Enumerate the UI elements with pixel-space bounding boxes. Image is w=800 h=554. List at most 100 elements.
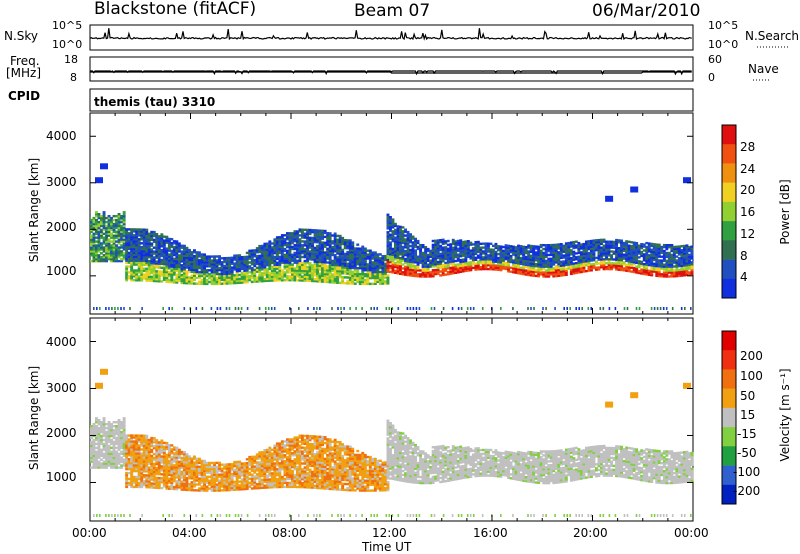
- power-cell: [690, 265, 694, 268]
- power-cell: [670, 255, 674, 259]
- power-cell: [115, 244, 118, 247]
- power-cell: [381, 262, 385, 266]
- power-cell: [361, 247, 365, 250]
- power-cell: [512, 245, 515, 248]
- velocity-cell: [167, 461, 171, 465]
- power-cell: [328, 281, 332, 284]
- power-cell: [451, 258, 455, 261]
- velocity-cell: [120, 444, 124, 448]
- power-cell: [419, 255, 422, 258]
- power-cell: [567, 243, 571, 247]
- power-cell: [376, 307, 378, 310]
- power-cell: [524, 271, 528, 274]
- velocity-cell: [170, 477, 174, 481]
- power-cell: [147, 259, 151, 263]
- velocity-cell: [112, 444, 116, 448]
- power-cell: [115, 240, 118, 243]
- power-cell: [208, 255, 211, 258]
- power-cell: [313, 278, 317, 281]
- power-cell: [690, 272, 694, 276]
- power-cell: [351, 241, 355, 244]
- power-cell: [461, 258, 465, 261]
- power-cell: [172, 253, 176, 257]
- velocity-cell: [115, 428, 118, 432]
- velocity-cell: [140, 444, 144, 447]
- velocity-cell: [125, 440, 129, 443]
- velocity-cell: [170, 464, 174, 467]
- velocity-cell: [145, 486, 149, 489]
- power-cell: [102, 238, 106, 241]
- power-cell: [373, 251, 377, 254]
- power-cell: [157, 272, 161, 275]
- power-cell: [459, 239, 463, 242]
- power-cell: [479, 248, 483, 251]
- power-cell: [170, 267, 174, 270]
- power-cell: [479, 260, 483, 263]
- power-cell: [200, 257, 204, 260]
- velocity-cell: [147, 450, 151, 453]
- power-cell: [652, 247, 656, 250]
- velocity-cell: [117, 428, 121, 432]
- power-cell: [275, 261, 279, 264]
- power-cell: [195, 276, 199, 279]
- power-cell: [90, 240, 93, 243]
- power-cell: [107, 254, 111, 257]
- power-cell: [152, 232, 156, 236]
- power-cell: [688, 261, 691, 264]
- velocity-cell: [157, 457, 161, 460]
- power-cell: [155, 274, 159, 277]
- power-cell: [675, 274, 679, 278]
- velocity-cell: [152, 458, 156, 462]
- power-cell: [316, 258, 319, 261]
- power-cell: [552, 273, 556, 276]
- power-cell: [529, 264, 533, 267]
- velocity-cell: [105, 458, 108, 461]
- power-cell: [280, 240, 284, 243]
- power-cell: [529, 254, 533, 257]
- power-cell: [122, 222, 126, 226]
- power-cell: [574, 246, 578, 249]
- velocity-cell: [120, 438, 124, 442]
- power-cell: [605, 252, 608, 255]
- power-cell: [394, 242, 397, 245]
- power-cell: [549, 263, 553, 266]
- power-cell: [544, 251, 548, 255]
- power-cell: [476, 260, 480, 263]
- power-cell: [97, 244, 101, 247]
- power-cell: [554, 307, 556, 310]
- power-cell: [95, 220, 98, 224]
- power-cell: [258, 278, 262, 281]
- power-cell: [130, 271, 134, 274]
- power-cell: [489, 264, 493, 267]
- velocity-cell: [157, 478, 161, 482]
- power-cell: [105, 236, 108, 239]
- power-cell: [117, 226, 121, 230]
- power-cell: [569, 249, 573, 252]
- power-cell: [255, 276, 259, 279]
- power-cell: [190, 270, 194, 273]
- velocity-cell: [102, 438, 106, 442]
- power-cell: [240, 261, 244, 265]
- power-cell: [283, 239, 287, 243]
- power-cell: [529, 244, 533, 248]
- power-cell: [361, 307, 363, 310]
- power-cell: [145, 252, 149, 255]
- power-cell: [539, 265, 543, 268]
- power-cell: [554, 269, 558, 272]
- velocity-cell: [167, 455, 171, 459]
- power-cell: [210, 273, 214, 276]
- power-cell: [564, 244, 568, 247]
- power-cell: [376, 266, 380, 270]
- power-cell: [680, 260, 684, 264]
- velocity-cell: [162, 461, 166, 464]
- power-cell: [532, 253, 536, 256]
- power-cell: [630, 186, 639, 193]
- velocity-cell: [155, 451, 159, 454]
- power-cell: [328, 277, 332, 280]
- power-cell: [306, 252, 309, 255]
- power-cell: [105, 242, 108, 245]
- power-cell: [399, 268, 402, 272]
- power-cell: [547, 273, 551, 276]
- power-cell: [507, 250, 510, 253]
- power-cell: [155, 278, 159, 281]
